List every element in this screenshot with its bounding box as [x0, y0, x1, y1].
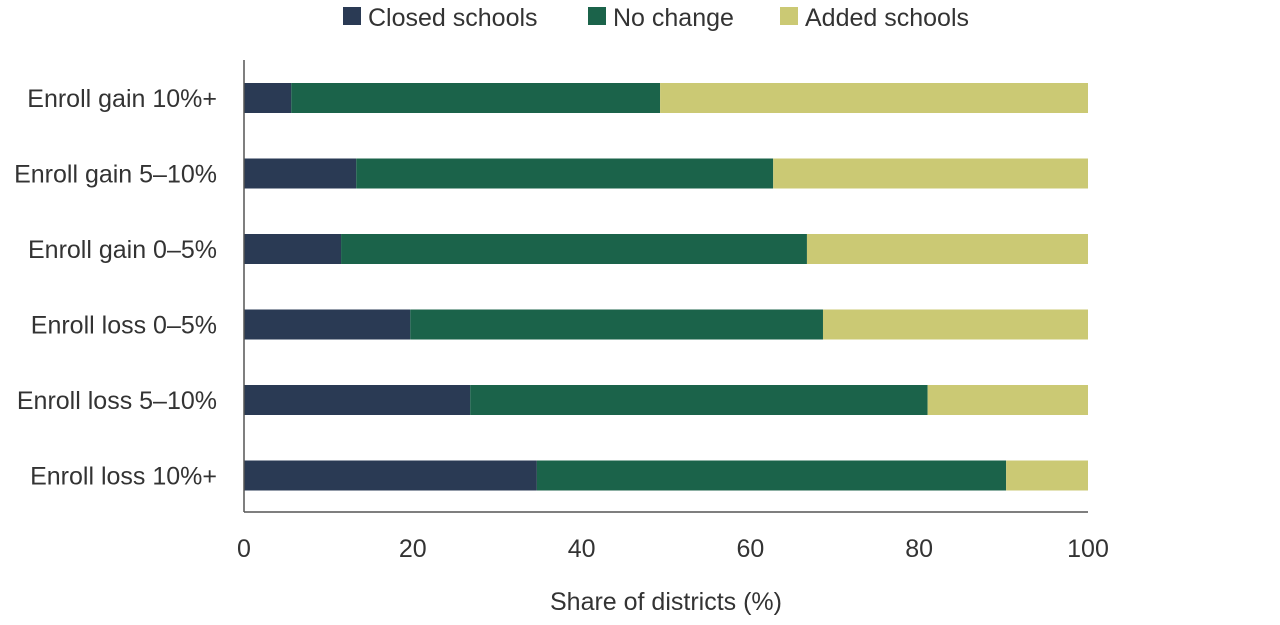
- bar-segment: [806, 234, 1088, 264]
- bar-segment: [927, 385, 1088, 415]
- bar-segment: [660, 83, 1088, 113]
- x-tick-label: 40: [568, 535, 596, 563]
- bar-segment: [291, 83, 661, 113]
- x-axis-label: Share of districts (%): [550, 588, 782, 616]
- x-tick-label: 80: [905, 535, 933, 563]
- bar-segment: [244, 460, 537, 491]
- bar-segment: [341, 234, 807, 264]
- legend-label: Closed schools: [368, 4, 538, 32]
- category-label: Enroll gain 10%+: [27, 85, 217, 113]
- category-label: Enroll gain 0–5%: [28, 236, 217, 264]
- bar-segment: [244, 234, 342, 264]
- bar-segment: [773, 158, 1088, 189]
- bar-segment: [536, 460, 1007, 491]
- legend-swatch: [343, 7, 361, 25]
- x-tick-label: 60: [736, 535, 764, 563]
- bar-segment: [822, 309, 1088, 340]
- x-ticks: 0 20 40 60 80 100: [237, 535, 1109, 563]
- bar-segment: [356, 158, 774, 189]
- bars: [244, 83, 1088, 491]
- legend: Closed schools No change Added schools: [343, 4, 969, 32]
- bar-segment: [470, 385, 928, 415]
- x-tick-label: 20: [399, 535, 427, 563]
- legend-swatch: [588, 7, 606, 25]
- bar-segment: [244, 158, 357, 189]
- bar-segment: [1006, 460, 1088, 491]
- legend-label: Added schools: [805, 4, 969, 32]
- x-tick-label: 100: [1067, 535, 1109, 563]
- bar-segment: [244, 309, 411, 340]
- x-tick-label: 0: [237, 535, 251, 563]
- bar-segment: [244, 385, 471, 415]
- category-label: Enroll loss 0–5%: [31, 312, 217, 340]
- bar-segment: [244, 83, 292, 113]
- category-label: Enroll loss 10%+: [30, 463, 217, 491]
- category-label: Enroll loss 5–10%: [17, 387, 217, 415]
- legend-swatch: [780, 7, 798, 25]
- bar-segment: [410, 309, 823, 340]
- category-label: Enroll gain 5–10%: [14, 161, 217, 189]
- category-labels: Enroll gain 10%+ Enroll gain 5–10% Enroll …: [14, 85, 217, 491]
- legend-label: No change: [613, 4, 734, 32]
